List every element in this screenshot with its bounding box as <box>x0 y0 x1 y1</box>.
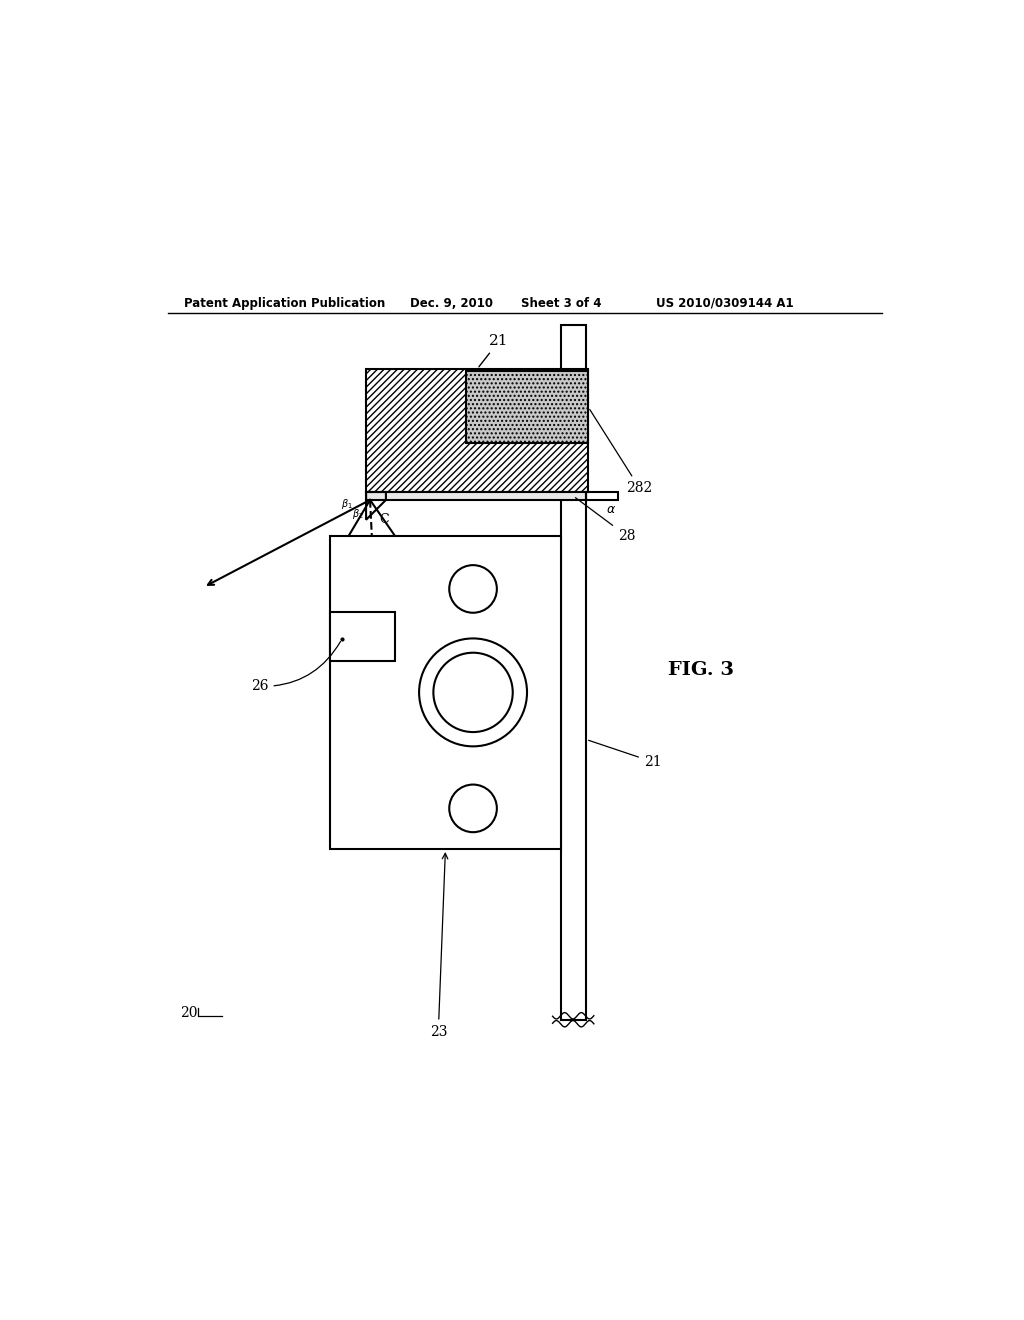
Text: 21: 21 <box>589 741 662 768</box>
Bar <box>466 371 589 442</box>
Text: 21: 21 <box>479 334 509 367</box>
Text: Patent Application Publication: Patent Application Publication <box>183 297 385 310</box>
Bar <box>560 325 586 1020</box>
Text: C: C <box>379 513 389 527</box>
Text: $\beta_2$: $\beta_2$ <box>351 507 364 520</box>
Bar <box>367 370 588 492</box>
Text: 28: 28 <box>575 498 635 543</box>
Text: $\alpha$: $\alpha$ <box>606 503 615 516</box>
Text: Sheet 3 of 4: Sheet 3 of 4 <box>521 297 601 310</box>
Text: 20: 20 <box>179 1006 197 1020</box>
Text: 23: 23 <box>430 853 447 1039</box>
Text: 26: 26 <box>251 642 341 693</box>
Text: US 2010/0309144 A1: US 2010/0309144 A1 <box>655 297 794 310</box>
Bar <box>331 536 560 849</box>
Bar <box>367 492 586 500</box>
Bar <box>331 612 395 661</box>
Text: $\beta_1$: $\beta_1$ <box>341 498 353 511</box>
Text: FIG. 3: FIG. 3 <box>668 660 733 678</box>
Text: 282: 282 <box>590 409 652 495</box>
Text: Dec. 9, 2010: Dec. 9, 2010 <box>410 297 493 310</box>
